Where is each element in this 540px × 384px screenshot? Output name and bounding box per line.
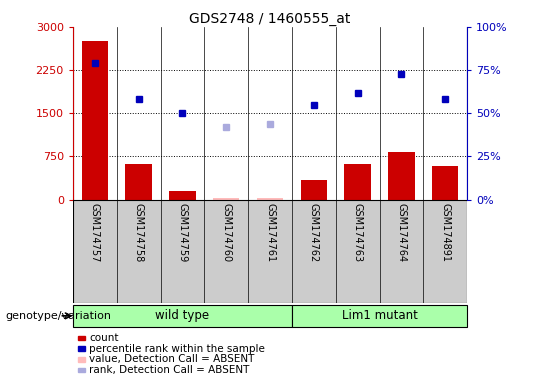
Text: GSM174764: GSM174764	[396, 203, 407, 262]
Bar	[73, 305, 292, 327]
Bar	[125, 164, 152, 200]
Bar	[432, 166, 458, 200]
Text: GSM174761: GSM174761	[265, 203, 275, 262]
Text: count: count	[89, 333, 119, 343]
Text: GSM174762: GSM174762	[309, 203, 319, 262]
Text: GSM174763: GSM174763	[353, 203, 362, 262]
Title: GDS2748 / 1460555_at: GDS2748 / 1460555_at	[190, 12, 350, 26]
Bar	[345, 164, 371, 200]
Bar	[388, 152, 415, 200]
Text: GSM174891: GSM174891	[440, 203, 450, 262]
Text: Lim1 mutant: Lim1 mutant	[342, 310, 417, 322]
Text: GSM174759: GSM174759	[178, 203, 187, 262]
Text: wild type: wild type	[156, 310, 210, 322]
Bar	[292, 305, 467, 327]
Bar	[257, 198, 283, 200]
Bar	[301, 180, 327, 200]
Text: rank, Detection Call = ABSENT: rank, Detection Call = ABSENT	[89, 365, 249, 375]
Text: genotype/variation: genotype/variation	[5, 311, 111, 321]
Text: GSM174758: GSM174758	[133, 203, 144, 262]
Text: value, Detection Call = ABSENT: value, Detection Call = ABSENT	[89, 354, 254, 364]
Bar	[213, 198, 239, 200]
Text: GSM174757: GSM174757	[90, 203, 100, 262]
Bar	[82, 41, 108, 200]
Text: GSM174760: GSM174760	[221, 203, 231, 262]
Bar	[169, 191, 195, 200]
Text: percentile rank within the sample: percentile rank within the sample	[89, 344, 265, 354]
